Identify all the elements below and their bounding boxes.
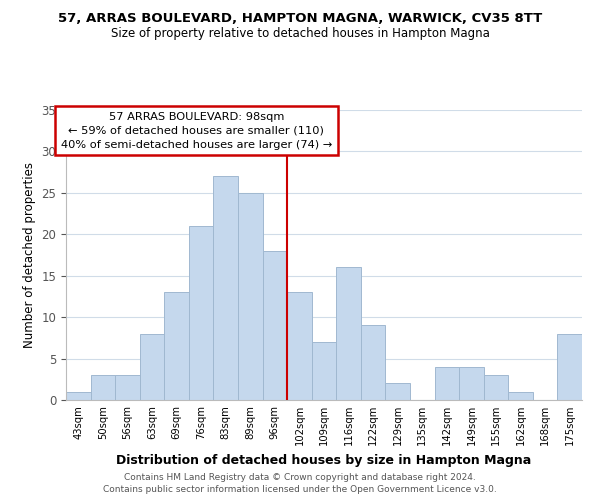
Bar bbox=[385, 384, 410, 400]
Bar bbox=[508, 392, 533, 400]
Bar bbox=[434, 367, 459, 400]
Bar bbox=[238, 193, 263, 400]
Bar bbox=[557, 334, 582, 400]
Bar bbox=[164, 292, 189, 400]
Bar bbox=[336, 268, 361, 400]
Text: 57, ARRAS BOULEVARD, HAMPTON MAGNA, WARWICK, CV35 8TT: 57, ARRAS BOULEVARD, HAMPTON MAGNA, WARW… bbox=[58, 12, 542, 26]
Bar bbox=[263, 251, 287, 400]
Y-axis label: Number of detached properties: Number of detached properties bbox=[23, 162, 36, 348]
Text: Size of property relative to detached houses in Hampton Magna: Size of property relative to detached ho… bbox=[110, 28, 490, 40]
Text: Contains public sector information licensed under the Open Government Licence v3: Contains public sector information licen… bbox=[103, 485, 497, 494]
Bar bbox=[189, 226, 214, 400]
Bar bbox=[361, 326, 385, 400]
Bar bbox=[66, 392, 91, 400]
Bar bbox=[287, 292, 312, 400]
Bar bbox=[91, 375, 115, 400]
Bar bbox=[214, 176, 238, 400]
Bar bbox=[459, 367, 484, 400]
Bar bbox=[140, 334, 164, 400]
X-axis label: Distribution of detached houses by size in Hampton Magna: Distribution of detached houses by size … bbox=[116, 454, 532, 466]
Bar bbox=[115, 375, 140, 400]
Text: 57 ARRAS BOULEVARD: 98sqm
← 59% of detached houses are smaller (110)
40% of semi: 57 ARRAS BOULEVARD: 98sqm ← 59% of detac… bbox=[61, 112, 332, 150]
Bar bbox=[312, 342, 336, 400]
Text: Contains HM Land Registry data © Crown copyright and database right 2024.: Contains HM Land Registry data © Crown c… bbox=[124, 472, 476, 482]
Bar bbox=[484, 375, 508, 400]
